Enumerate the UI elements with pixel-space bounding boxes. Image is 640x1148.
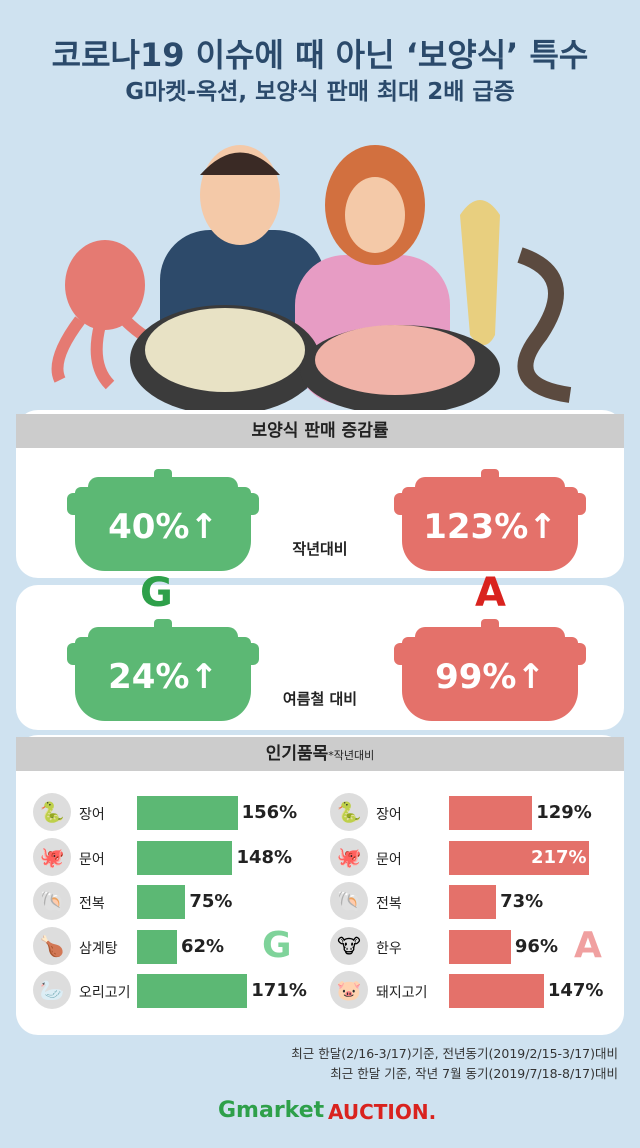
auction-yoy-pot: 123%↑ <box>402 487 578 571</box>
bar-row: 🐍 장어 <box>33 793 333 833</box>
gmarket-yoy-pot: 40%↑ <box>75 487 251 571</box>
category-label: 오리고기 <box>79 985 131 1001</box>
page-title: 코로나19 이슈에 때 아닌 ‘보양식’ 특수 <box>51 36 589 74</box>
auction-logo[interactable]: AUCTION. <box>328 1100 437 1124</box>
octopus-icon: 🐙 <box>330 837 368 876</box>
yoy-label: 작년대비 <box>292 540 348 558</box>
footnote-2: 최근 한달 기준, 작년 7월 동기(2019/7/18-8/17)대비 <box>330 1066 618 1081</box>
bar-value-label: 96% <box>514 935 558 957</box>
samgyetang-icon: 🍗 <box>33 926 71 965</box>
bar-value-label: 75% <box>189 891 233 912</box>
gmarket-summer-pot: 24%↑ <box>75 637 251 721</box>
auction-watermark: A <box>574 925 602 966</box>
category-label: 장어 <box>376 807 402 823</box>
gmarket-watermark: G <box>262 925 292 966</box>
bar-value-label: 147% <box>547 980 604 1001</box>
bar-value-label: 171% <box>251 980 307 1001</box>
category-label: 문어 <box>79 851 105 868</box>
growth-heading: 보양식 판매 증감률 <box>16 414 624 448</box>
bar-value-label: 217% <box>530 846 587 868</box>
bar <box>449 885 497 919</box>
page-subtitle: G마켓-옥션, 보양식 판매 최대 2배 급증 <box>125 79 515 105</box>
pot-knob <box>154 619 172 627</box>
bar-value-label: 73% <box>500 891 544 912</box>
bar-value-label: 129% <box>536 802 592 823</box>
bar-row: 🐚 전복 <box>33 882 333 922</box>
category-label: 전복 <box>79 896 105 912</box>
category-label: 돼지고기 <box>376 985 428 1001</box>
pig-icon: 🐷 <box>330 971 368 1009</box>
gmarket-mark: G <box>140 570 173 616</box>
bar-value-label: 148% <box>236 846 293 868</box>
bar-row: 🍗 삼계탕 <box>33 926 333 967</box>
abalone-icon: 🐚 <box>33 882 71 920</box>
eel-illustration <box>517 247 572 403</box>
pot-lid <box>88 477 238 487</box>
octopus-icon: 🐙 <box>33 837 71 876</box>
category-label: 문어 <box>376 851 402 868</box>
footnote-1: 최근 한달(2/16-3/17)기준, 전년동기(2019/2/15-3/17)… <box>291 1046 618 1061</box>
bar <box>137 885 186 919</box>
bar-row: 🐙 문어 <box>330 837 630 878</box>
pot-lid <box>415 627 565 637</box>
hero-illustration <box>51 145 572 415</box>
bar <box>137 974 248 1008</box>
pot-lid <box>88 627 238 637</box>
bar-row: 🐍 장어 <box>330 793 630 833</box>
popular-heading: 인기품목*작년대비 <box>16 737 624 771</box>
bar-row: 🐮 한우 <box>330 926 630 967</box>
bar <box>449 929 511 964</box>
bar <box>449 796 533 830</box>
bar <box>449 840 589 875</box>
pot-knob <box>481 469 499 477</box>
bar-row: 🦢 오리고기 <box>33 971 333 1011</box>
bar-value-label: 62% <box>180 935 225 957</box>
category-label: 한우 <box>376 940 402 957</box>
bar-row: 🐙 문어 <box>33 837 333 878</box>
auction-summer-pot: 99%↑ <box>402 637 578 721</box>
category-label: 장어 <box>79 807 105 823</box>
bar <box>449 974 544 1008</box>
pot-lid <box>415 477 565 487</box>
auction-mark: A <box>475 570 506 616</box>
ginseng-illustration <box>460 200 500 345</box>
popular-title: 인기품목 <box>265 744 329 764</box>
abalone-icon: 🐚 <box>330 882 368 920</box>
category-label: 전복 <box>376 896 402 912</box>
popular-note: *작년대비 <box>328 749 375 762</box>
eel-icon: 🐍 <box>33 793 71 831</box>
gmarket-logo[interactable]: Gmarket <box>218 1098 324 1123</box>
summer-label: 여름철 대비 <box>282 690 358 708</box>
eel-icon: 🐍 <box>330 793 368 831</box>
category-label: 삼계탕 <box>79 940 118 957</box>
pot-knob <box>154 469 172 477</box>
bar <box>137 840 233 875</box>
gmarket-logo-text: Gmarket <box>218 1098 325 1123</box>
bar <box>137 796 238 830</box>
bar-row: 🐚 전복 <box>330 882 630 922</box>
duck-icon: 🦢 <box>33 971 71 1009</box>
bar-row: 🐷 돼지고기 <box>330 971 630 1011</box>
pot-knob <box>481 619 499 627</box>
cow-icon: 🐮 <box>330 926 368 965</box>
bar-value-label: 156% <box>241 802 298 823</box>
bar <box>137 929 177 964</box>
